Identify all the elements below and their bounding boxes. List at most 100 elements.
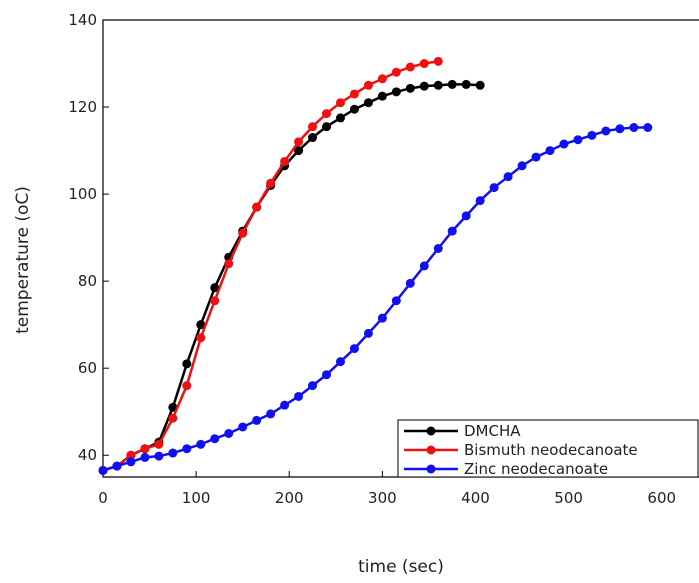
data-point <box>154 439 164 449</box>
data-point <box>391 87 401 97</box>
y-tick-label: 100 <box>68 185 97 203</box>
data-point <box>405 62 415 72</box>
x-axis-title: time (sec) <box>358 557 444 577</box>
data-point <box>252 415 262 425</box>
data-point <box>126 450 136 460</box>
series-line <box>102 60 439 472</box>
data-point <box>573 135 583 145</box>
x-tick-label: 300 <box>368 489 397 507</box>
legend-label: Zinc neodecanoate <box>464 460 608 478</box>
data-point <box>475 196 485 206</box>
data-point <box>447 79 457 89</box>
x-tick-label: 100 <box>182 489 211 507</box>
data-point <box>322 370 331 380</box>
x-tick-label: 400 <box>461 489 490 507</box>
data-point <box>308 122 318 132</box>
data-point <box>266 178 276 188</box>
data-point <box>322 122 331 132</box>
data-point <box>377 74 387 84</box>
data-point <box>196 320 206 330</box>
data-point <box>461 211 471 221</box>
x-tick-label: 500 <box>554 489 583 507</box>
data-point <box>210 283 220 293</box>
y-tick-label: 80 <box>78 272 97 290</box>
data-point <box>238 228 248 238</box>
y-tick-label: 140 <box>68 11 97 29</box>
data-point <box>433 244 443 253</box>
data-point <box>335 113 345 123</box>
data-point <box>419 59 429 69</box>
x-tick-label: 600 <box>647 489 676 507</box>
data-point <box>98 465 108 475</box>
legend-marker <box>426 426 436 436</box>
data-point <box>363 80 373 90</box>
data-point <box>405 83 415 93</box>
data-point <box>643 123 653 133</box>
data-point <box>280 156 290 166</box>
data-point <box>140 452 150 462</box>
data-point <box>294 137 304 147</box>
data-point <box>196 333 206 343</box>
data-point <box>531 152 541 162</box>
legend-box <box>397 419 699 478</box>
y-axis-title: temperature (oC) <box>13 186 33 334</box>
data-point <box>433 80 443 90</box>
data-point <box>112 461 122 471</box>
legend-marker <box>426 445 436 455</box>
data-point <box>294 391 304 401</box>
data-point <box>349 104 359 114</box>
data-point <box>363 98 373 108</box>
data-point <box>391 296 401 306</box>
data-point <box>140 444 150 454</box>
data-point <box>182 381 192 391</box>
data-point <box>182 359 192 369</box>
data-point <box>615 124 625 134</box>
data-point <box>252 202 262 212</box>
data-point <box>601 126 611 136</box>
data-point <box>182 444 192 454</box>
data-point <box>517 161 527 171</box>
data-point <box>196 439 206 449</box>
series-line <box>102 83 481 472</box>
data-point <box>294 146 304 156</box>
data-point <box>475 80 485 90</box>
data-point <box>280 400 290 410</box>
data-point <box>489 183 499 193</box>
data-point <box>447 226 457 236</box>
data-point <box>419 81 429 91</box>
legend-label: DMCHA <box>464 422 521 440</box>
data-point <box>224 428 234 438</box>
data-point <box>224 259 234 269</box>
data-point <box>587 130 597 140</box>
legend-marker <box>426 464 436 474</box>
data-point <box>349 344 359 354</box>
data-point <box>168 448 178 458</box>
data-point <box>154 451 164 461</box>
data-point <box>168 402 178 412</box>
series-line <box>102 126 648 472</box>
data-point <box>335 357 345 367</box>
y-tick-label: 120 <box>68 98 97 116</box>
data-point <box>545 146 555 156</box>
data-point <box>629 123 639 133</box>
data-point <box>377 313 387 323</box>
data-point <box>168 413 178 423</box>
x-tick-label: 0 <box>98 489 108 507</box>
data-point <box>335 98 345 108</box>
data-point <box>405 278 415 288</box>
data-point <box>126 457 136 467</box>
data-point <box>210 434 220 444</box>
y-tick-label: 40 <box>78 446 97 464</box>
data-point <box>210 296 220 306</box>
data-point <box>377 91 387 101</box>
data-point <box>349 89 359 99</box>
data-point <box>503 172 513 182</box>
plot-frame <box>102 19 699 478</box>
data-point <box>363 328 373 338</box>
x-tick-label: 200 <box>275 489 304 507</box>
data-point <box>266 409 276 419</box>
legend-label: Bismuth neodecanoate <box>464 441 638 459</box>
data-point <box>461 79 471 89</box>
data-point <box>391 67 401 77</box>
